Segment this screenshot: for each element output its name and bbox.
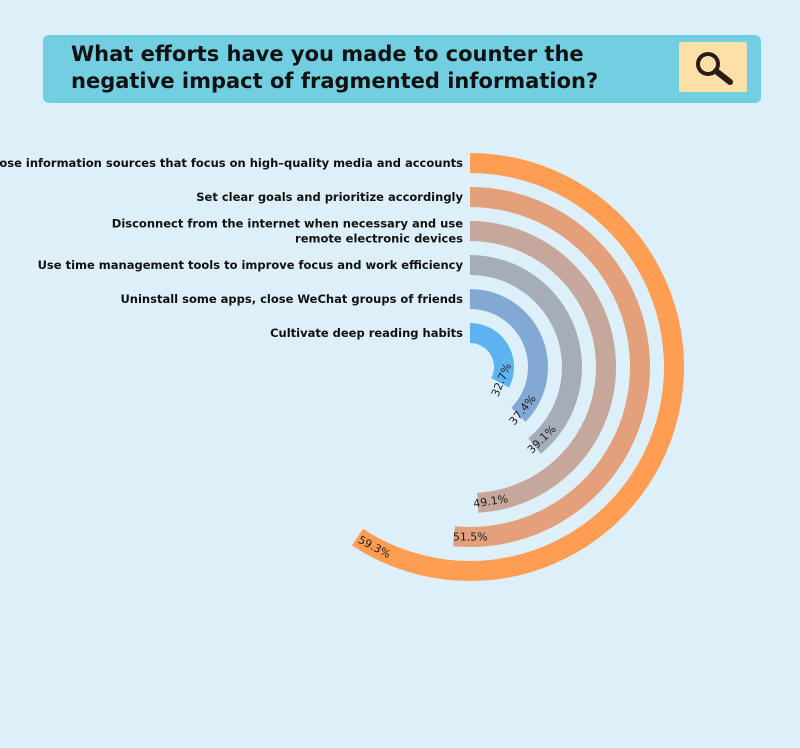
value-label-2: 51.5%: [453, 530, 488, 543]
title-banner: What efforts have you made to counter th…: [43, 35, 761, 103]
value-label-3: 49.1%: [472, 492, 509, 510]
category-label-2: Set clear goals and prioritize according…: [196, 190, 463, 204]
category-label-3: Disconnect from the internet when necess…: [112, 217, 463, 246]
arc-bar-5: [470, 289, 548, 422]
category-label-5: Uninstall some apps, close WeChat groups…: [120, 292, 463, 306]
category-label-6: Cultivate deep reading habits: [270, 326, 463, 340]
arc-bar-4: [470, 255, 582, 454]
magnifier-icon-box: [679, 42, 747, 92]
magnifier-icon: [696, 52, 733, 85]
category-label-1: Choose information sources that focus on…: [0, 156, 463, 170]
arc-bar-6: [470, 323, 515, 388]
chart-title: What efforts have you made to counter th…: [71, 42, 599, 93]
category-label-4: Use time management tools to improve foc…: [38, 258, 464, 272]
arc-bar-3: [470, 221, 616, 513]
